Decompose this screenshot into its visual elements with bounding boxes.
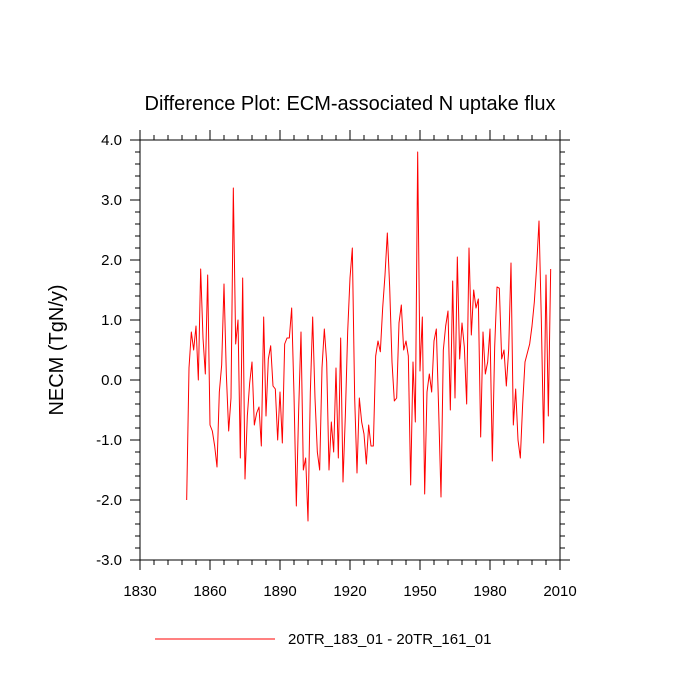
- x-tick-label: 1890: [263, 583, 296, 600]
- series-line: [186, 151, 552, 522]
- y-major-ticks: [130, 139, 570, 561]
- x-major-ticks: [139, 130, 561, 570]
- plot-frame: [139, 139, 561, 561]
- x-minor-ticks: [153, 135, 547, 565]
- y-tick-labels: -3.0 -2.0 -1.0 0.0 1.0 2.0 3.0 4.0: [96, 132, 122, 569]
- legend-label: 20TR_183_01 - 20TR_161_01: [288, 631, 491, 648]
- y-tick-label: -3.0: [96, 552, 122, 569]
- series-group: [186, 151, 552, 522]
- y-tick-label: -2.0: [96, 492, 122, 509]
- y-tick-label: 1.0: [101, 312, 122, 329]
- chart-title: Difference Plot: ECM-associated N uptake…: [145, 93, 556, 115]
- x-tick-label: 1830: [123, 583, 156, 600]
- x-tick-label: 1920: [333, 583, 366, 600]
- y-tick-label: 0.0: [101, 372, 122, 389]
- legend: 20TR_183_01 - 20TR_161_01: [155, 631, 491, 648]
- x-tick-label: 1950: [403, 583, 436, 600]
- y-tick-label: 2.0: [101, 252, 122, 269]
- y-axis-label: NECM (TgN/y): [46, 284, 68, 415]
- y-tick-label: 4.0: [101, 132, 122, 149]
- y-tick-label: -1.0: [96, 432, 122, 449]
- x-tick-labels: 1830 1860 1890 1920 1950 1980 2010: [123, 583, 576, 600]
- y-tick-label: 3.0: [101, 192, 122, 209]
- y-minor-ticks: [135, 151, 565, 549]
- x-tick-label: 1860: [193, 583, 226, 600]
- x-tick-label: 1980: [473, 583, 506, 600]
- x-tick-label: 2010: [543, 583, 576, 600]
